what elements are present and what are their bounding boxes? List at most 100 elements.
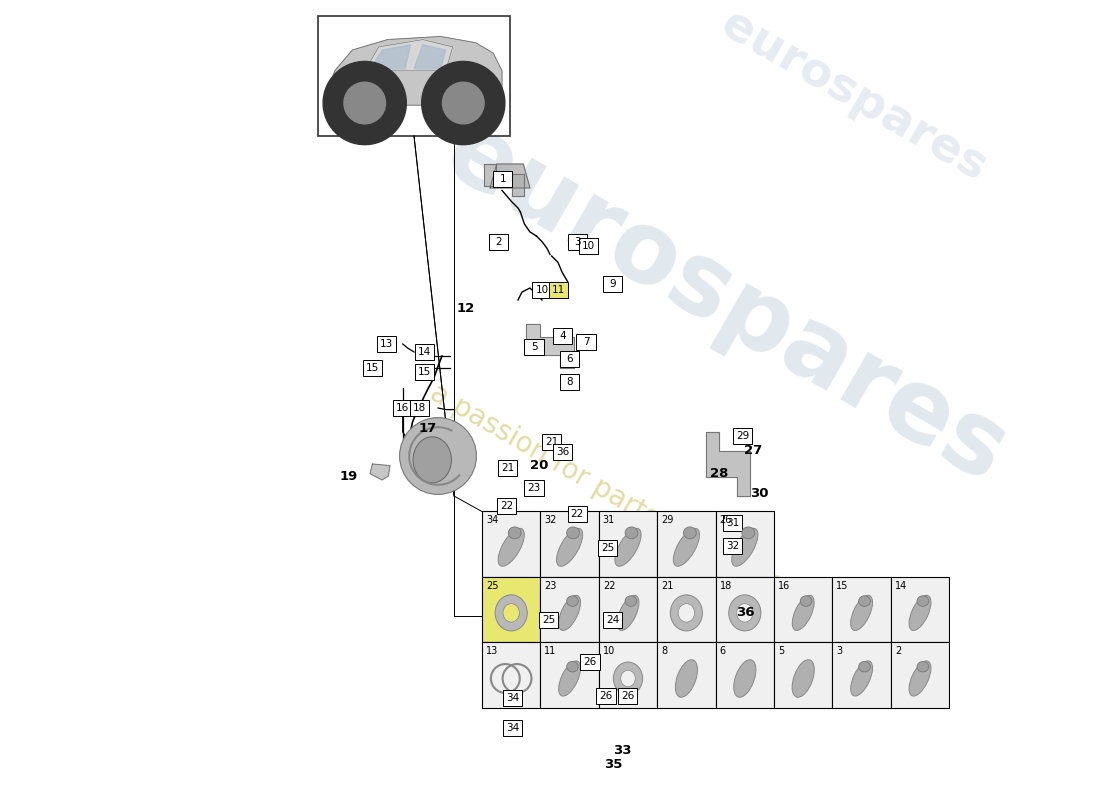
Text: 10: 10 <box>582 241 595 250</box>
Ellipse shape <box>741 527 755 538</box>
Text: 2: 2 <box>894 646 901 656</box>
Bar <box>598 540 617 556</box>
Bar <box>393 400 412 416</box>
Ellipse shape <box>566 596 579 606</box>
Bar <box>415 344 434 360</box>
Text: 10: 10 <box>603 646 615 656</box>
Ellipse shape <box>679 604 694 622</box>
Ellipse shape <box>559 661 581 696</box>
Text: 5: 5 <box>530 342 537 352</box>
Ellipse shape <box>917 662 928 672</box>
Bar <box>560 351 579 367</box>
Text: 32: 32 <box>726 541 739 550</box>
Text: 22: 22 <box>603 581 615 590</box>
Circle shape <box>399 418 476 494</box>
Ellipse shape <box>557 528 583 566</box>
Ellipse shape <box>625 596 637 606</box>
Ellipse shape <box>859 596 870 606</box>
Bar <box>482 577 540 642</box>
Text: 14: 14 <box>894 581 908 590</box>
Text: 23: 23 <box>527 483 540 493</box>
Text: 3: 3 <box>574 237 581 246</box>
Text: 21: 21 <box>544 437 558 446</box>
Bar <box>716 577 774 642</box>
Text: eurospares: eurospares <box>713 2 994 190</box>
Text: 28: 28 <box>711 467 729 480</box>
Text: 8: 8 <box>661 646 668 656</box>
Bar <box>716 642 774 708</box>
Text: 14: 14 <box>418 347 431 357</box>
Text: 15: 15 <box>836 581 849 590</box>
Text: 11: 11 <box>552 285 565 294</box>
Text: 2: 2 <box>495 237 502 246</box>
Bar <box>415 364 434 380</box>
Polygon shape <box>706 432 750 496</box>
Text: 6: 6 <box>565 354 572 364</box>
Ellipse shape <box>673 570 715 619</box>
Polygon shape <box>370 45 410 69</box>
Text: 7: 7 <box>583 337 590 346</box>
Ellipse shape <box>670 595 703 631</box>
Bar <box>734 428 752 444</box>
Text: 29: 29 <box>736 431 749 441</box>
Ellipse shape <box>620 670 636 686</box>
Bar <box>598 511 657 577</box>
Ellipse shape <box>566 662 579 672</box>
Text: 16: 16 <box>396 403 409 413</box>
Bar <box>603 612 622 628</box>
Ellipse shape <box>508 527 521 538</box>
Ellipse shape <box>617 595 639 630</box>
Bar <box>576 334 595 350</box>
Text: 36: 36 <box>557 447 570 457</box>
Text: 27: 27 <box>744 444 762 457</box>
Bar <box>723 515 743 531</box>
Text: 9: 9 <box>609 279 616 289</box>
Ellipse shape <box>850 595 872 630</box>
Ellipse shape <box>673 528 700 566</box>
Text: 33: 33 <box>613 744 631 757</box>
Bar <box>716 511 774 577</box>
Bar <box>493 171 513 187</box>
Text: 18: 18 <box>412 403 426 413</box>
Text: 25: 25 <box>601 543 614 553</box>
Circle shape <box>323 62 406 145</box>
Ellipse shape <box>917 596 928 606</box>
Bar <box>503 720 522 736</box>
Bar <box>618 688 637 704</box>
Text: 34: 34 <box>506 723 519 733</box>
Text: 5: 5 <box>778 646 784 656</box>
Text: 10: 10 <box>536 285 549 294</box>
Text: 29: 29 <box>661 515 673 525</box>
Bar <box>525 339 543 355</box>
Text: 1: 1 <box>499 174 506 184</box>
Text: 3: 3 <box>836 646 843 656</box>
Polygon shape <box>526 324 574 368</box>
Text: 26: 26 <box>583 658 596 667</box>
Bar <box>498 460 517 476</box>
Ellipse shape <box>566 527 580 538</box>
Ellipse shape <box>728 595 761 631</box>
Bar <box>603 276 622 292</box>
Bar <box>579 238 598 254</box>
Ellipse shape <box>498 528 525 566</box>
Polygon shape <box>370 464 390 480</box>
Bar <box>553 328 572 344</box>
Ellipse shape <box>683 527 696 538</box>
Bar <box>497 498 516 514</box>
Text: 22: 22 <box>500 502 514 511</box>
Text: 34: 34 <box>506 693 519 702</box>
Text: 20: 20 <box>530 459 549 472</box>
Bar <box>833 577 891 642</box>
Text: 21: 21 <box>661 581 673 590</box>
Bar <box>318 16 510 136</box>
Bar <box>540 642 598 708</box>
Polygon shape <box>414 45 446 69</box>
Ellipse shape <box>412 437 451 483</box>
Circle shape <box>421 62 505 145</box>
Text: 34: 34 <box>486 515 498 525</box>
Bar <box>525 480 543 496</box>
Polygon shape <box>484 164 525 196</box>
Text: 6: 6 <box>719 646 726 656</box>
Text: 22: 22 <box>571 509 584 518</box>
Text: 15: 15 <box>366 363 379 373</box>
